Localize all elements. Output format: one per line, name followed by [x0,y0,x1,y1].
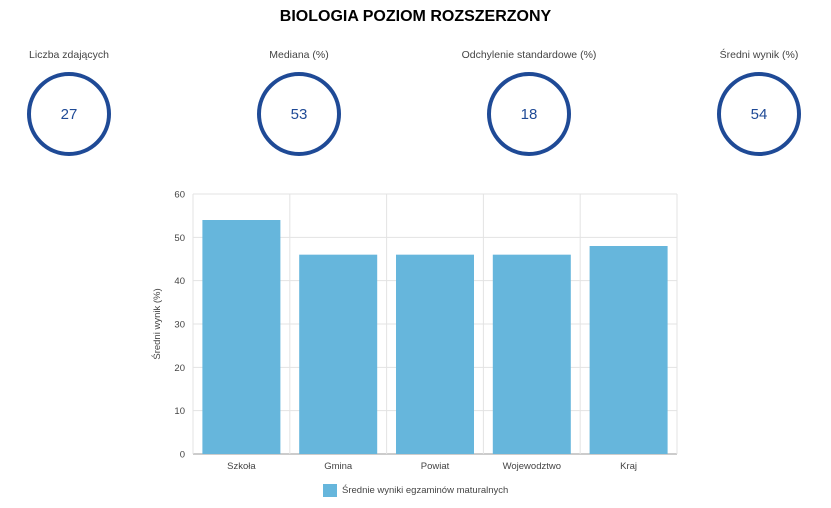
y-tick-label: 0 [180,450,185,461]
y-tick-label: 40 [174,276,185,287]
y-axis-ticks: 0 10 20 30 40 50 60 [174,190,185,461]
x-tick-label: Kraj [620,461,637,472]
stat-count-circle: 27 [27,72,111,156]
stat-count: Liczba zdających 27 [0,48,149,156]
y-axis-label: Średni wynik (%) [151,288,163,359]
stat-stddev-label: Odchylenie standardowe (%) [461,49,597,61]
stat-mean: Średni wynik (%) 54 [679,48,831,156]
stat-stddev: Odchylenie standardowe (%) 18 [449,48,609,156]
stat-stddev-circle: 18 [487,72,571,156]
stat-mean-value: 54 [750,105,768,123]
bar-3 [396,254,474,454]
stat-count-label: Liczba zdających [29,49,109,61]
x-tick-label: Wojewodztwo [503,461,561,472]
y-tick-label: 30 [174,320,185,331]
bar-1 [202,220,281,454]
x-axis-ticks: Szkoła Gmina Powiat Wojewodztwo Kraj [227,461,637,472]
bar-5 [589,246,668,454]
bar-2 [299,254,378,454]
stat-median-label: Mediana (%) [269,49,329,61]
legend-label: Średnie wyniki egzaminów maturalnych [342,485,509,496]
stat-mean-circle: 54 [717,72,801,156]
y-tick-label: 10 [174,406,185,417]
y-tick-label: 60 [174,190,185,201]
stat-stddev-value: 18 [520,105,538,123]
x-tick-label: Gmina [324,461,353,472]
bar-4 [492,254,571,454]
stat-count-value: 27 [60,105,78,123]
y-tick-label: 50 [174,233,185,244]
legend-swatch [323,484,337,497]
y-tick-label: 20 [174,363,185,374]
stat-mean-label: Średni wynik (%) [719,49,799,61]
x-tick-label: Powiat [421,461,450,472]
chart-bars [202,220,668,454]
chart-legend[interactable]: Średnie wyniki egzaminów maturalnych [323,484,508,497]
page-title: BIOLOGIA POZIOM ROZSZERZONY [279,8,552,25]
x-tick-label: Szkoła [227,461,256,472]
stat-median: Mediana (%) 53 [219,48,379,156]
stat-median-circle: 53 [257,72,341,156]
stat-median-value: 53 [290,105,308,123]
